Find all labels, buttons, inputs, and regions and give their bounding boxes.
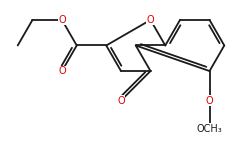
Text: O: O [58, 15, 66, 25]
Text: OCH₃: OCH₃ [197, 124, 222, 134]
Text: O: O [147, 15, 154, 25]
Text: O: O [206, 96, 213, 106]
Text: O: O [117, 96, 125, 106]
Text: O: O [58, 66, 66, 76]
